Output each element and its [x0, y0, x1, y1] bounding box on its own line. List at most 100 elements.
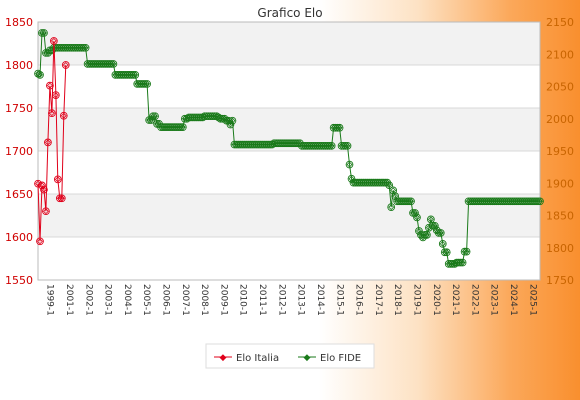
- fide-series-point: [403, 197, 411, 206]
- fide-series-marker: [412, 209, 418, 216]
- fide-series-point: [264, 140, 273, 149]
- right-tick-label: 2150: [546, 16, 574, 29]
- fide-series-point: [434, 229, 443, 237]
- plot-band: [38, 22, 540, 65]
- italia-series-marker: [48, 110, 55, 117]
- fide-series-point: [109, 60, 118, 68]
- right-tick-label: 1750: [546, 274, 574, 287]
- fide-series-marker: [132, 71, 139, 78]
- left-tick-label: 1750: [5, 102, 33, 115]
- fide-series-marker: [37, 71, 43, 78]
- fide-series-marker: [537, 198, 543, 205]
- x-tick-label: 2010-1: [238, 284, 248, 316]
- fide-series-marker: [344, 142, 351, 149]
- x-tick-label: 2005-1: [141, 284, 151, 316]
- x-tick-label: 2004-1: [122, 284, 132, 316]
- legend-italia-marker: ◆: [220, 353, 227, 363]
- x-tick-label: 2019-1: [412, 284, 422, 316]
- fide-series-marker: [459, 259, 466, 266]
- plot-band: [38, 65, 540, 108]
- fide-series-point: [145, 116, 153, 124]
- x-tick-label: 2015-1: [334, 284, 344, 316]
- right-tick-label: 1800: [546, 242, 574, 255]
- italia-series-point: [53, 175, 62, 184]
- fide-series-point: [127, 71, 136, 79]
- fide-series-point: [341, 141, 350, 150]
- fide-series-point: [454, 258, 463, 267]
- fide-series-marker: [415, 228, 422, 234]
- fide-series-marker: [346, 161, 353, 168]
- left-axis-ticks: 1550 1600 1650 1700 1750 1800 1850: [5, 16, 33, 287]
- fide-series-point: [413, 213, 421, 222]
- left-tick-label: 1700: [5, 145, 33, 158]
- plot-band: [38, 151, 540, 194]
- fide-series-point: [436, 229, 445, 237]
- fide-series-point: [389, 186, 398, 195]
- italia-series-point: [46, 81, 54, 90]
- fide-series-marker: [144, 80, 151, 87]
- fide-series-point: [177, 123, 185, 131]
- fide-series-point: [333, 123, 342, 132]
- legend-fide-marker: ◆: [304, 353, 311, 363]
- fide-series-point: [139, 80, 148, 88]
- fide-series-point: [81, 43, 90, 52]
- fide-series-point: [460, 247, 469, 256]
- fide-series-point: [335, 123, 344, 132]
- fide-series-point: [131, 71, 140, 79]
- italia-series-marker: [52, 92, 59, 99]
- fide-series-point: [327, 141, 336, 150]
- fide-series-marker: [336, 124, 343, 131]
- right-tick-label: 1900: [546, 177, 574, 190]
- fide-series-point: [438, 240, 447, 248]
- fide-series-marker: [179, 124, 186, 131]
- x-tick-label: 2016-1: [354, 284, 364, 316]
- x-tick-label: 2024-1: [508, 284, 518, 316]
- fide-series-point: [208, 112, 217, 121]
- fide-series-point: [107, 60, 116, 68]
- italia-series-point: [57, 194, 66, 203]
- italia-series-point: [48, 109, 56, 118]
- fide-series-marker: [443, 249, 450, 256]
- x-tick-label: 2022-1: [469, 284, 479, 316]
- fide-series-marker: [328, 142, 335, 149]
- fide-series-point: [228, 116, 237, 125]
- fide-series-point: [407, 197, 415, 206]
- x-tick-label: 2009-1: [218, 284, 228, 316]
- right-tick-label: 2000: [546, 113, 574, 126]
- fide-series-point: [175, 123, 183, 131]
- italia-series-point: [44, 138, 52, 147]
- fide-series-point: [38, 29, 46, 37]
- left-tick-label: 1650: [5, 188, 33, 201]
- fide-series-point: [446, 260, 455, 268]
- series-layer: [34, 29, 544, 268]
- x-tick-label: 2006-1: [161, 284, 171, 316]
- fide-series-point: [423, 231, 431, 239]
- fide-series-marker: [348, 175, 355, 182]
- fide-series-marker: [425, 224, 432, 231]
- right-axis-ticks: 1750 1800 1850 1900 1950 2000 2050 2100 2150: [546, 16, 574, 287]
- x-tick-label: 2025-1: [527, 284, 537, 316]
- italia-series-marker: [42, 208, 49, 215]
- x-tick-label: 2012-1: [276, 284, 286, 316]
- italia-series-marker: [62, 62, 69, 68]
- fide-series-point: [405, 197, 413, 206]
- italia-series-point: [61, 61, 70, 69]
- fide-series-marker: [388, 204, 395, 211]
- plot-background: [38, 22, 540, 280]
- fide-series-marker: [229, 117, 236, 124]
- chart-title: Grafico Elo: [257, 6, 322, 20]
- italia-series-point: [40, 185, 48, 194]
- italia-series-point: [59, 111, 68, 120]
- fide-series-point: [343, 141, 352, 150]
- fide-series-point: [462, 247, 471, 256]
- fide-series-point: [536, 197, 544, 206]
- right-tick-label: 2050: [546, 81, 574, 94]
- fide-series-point: [421, 231, 429, 239]
- italia-series-point: [50, 37, 58, 45]
- legend-fide-label: Elo FIDE: [320, 353, 361, 364]
- fide-series-point: [385, 181, 394, 190]
- italia-series-marker: [37, 238, 43, 245]
- fide-series-marker: [439, 240, 446, 247]
